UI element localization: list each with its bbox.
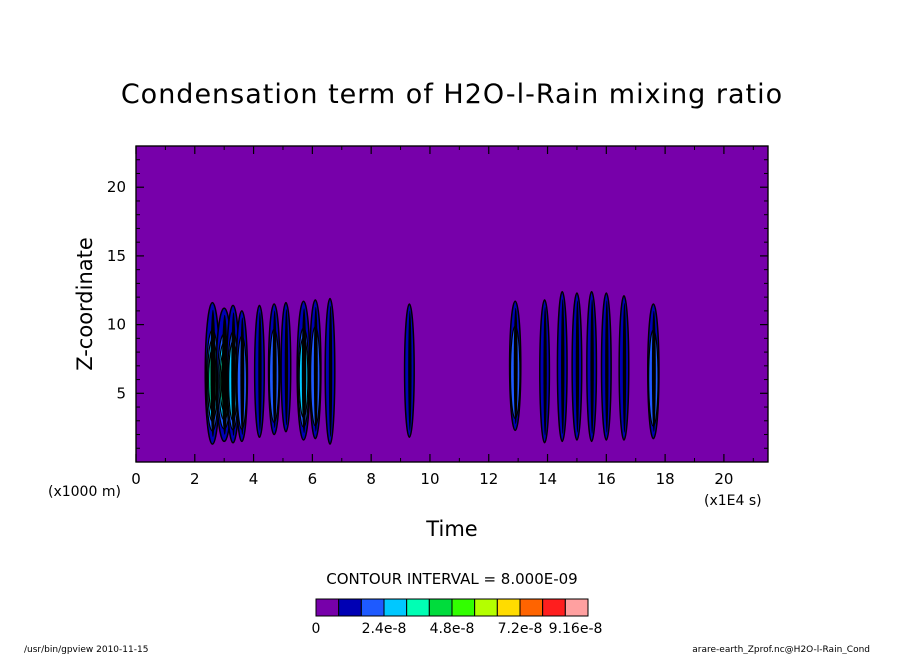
cell-core — [313, 306, 318, 432]
colorbar-label: 4.8e-8 — [430, 621, 475, 637]
colorbar-swatch — [338, 598, 362, 617]
colorbar-swatch — [564, 598, 589, 617]
cell-core — [272, 310, 277, 428]
colorbar-swatch — [383, 598, 408, 617]
cell-core — [231, 312, 236, 436]
chart-title: Condensation term of H2O-l-Rain mixing r… — [121, 79, 783, 110]
contour-cell — [324, 297, 336, 445]
contour-cell — [571, 292, 583, 441]
colorbar-swatch — [496, 598, 521, 617]
contour-cell — [618, 295, 630, 441]
x-tick-label: 0 — [131, 470, 141, 488]
cell-core — [590, 299, 594, 434]
y-axis: 5 10 15 20 — [107, 145, 768, 449]
colorbar-swatch — [315, 598, 340, 617]
contour-cells — [204, 290, 660, 445]
contour-cell — [253, 304, 266, 439]
x-tick-label: 18 — [656, 470, 675, 488]
y-tick-label: 20 — [107, 178, 126, 196]
y-tick-label: 5 — [116, 384, 126, 402]
cell-core — [221, 314, 228, 435]
cell-core — [605, 300, 609, 433]
colorbar-label: 2.4e-8 — [362, 621, 407, 637]
cell-core — [210, 309, 216, 438]
contour-cell — [539, 299, 551, 444]
contour-interval-label: CONTOUR INTERVAL = 8.000E-09 — [326, 570, 577, 588]
x-tick-label: 2 — [190, 470, 200, 488]
colorbar-swatch — [428, 598, 453, 617]
contour-cell — [403, 303, 415, 439]
colorbar-label: 9.16e-8 — [549, 621, 603, 637]
contour-cell — [586, 290, 598, 443]
contour-cell — [296, 300, 311, 441]
cell-core — [513, 307, 518, 424]
cell-core — [240, 317, 245, 435]
colorbar — [315, 598, 589, 617]
contour-cell — [225, 304, 241, 444]
colorbar-swatch — [542, 598, 566, 617]
x-tick-label: 20 — [714, 470, 733, 488]
footer-right: arare-earth_Zprof.nc@H2O-l-Rain_Cond — [692, 645, 870, 654]
contour-cell — [647, 303, 660, 440]
colorbar-swatch — [406, 598, 430, 617]
cell-core — [284, 309, 289, 426]
x-tick-label: 16 — [597, 470, 616, 488]
contour-cell — [600, 292, 612, 441]
colorbar-labels: 0 2.4e-8 4.8e-8 7.2e-8 9.16e-8 — [312, 621, 603, 637]
contour-cell — [308, 299, 322, 440]
colorbar-label: 0 — [312, 621, 321, 637]
x-tick-label: 12 — [479, 470, 498, 488]
cell-core — [622, 302, 627, 433]
contour-cell — [235, 310, 249, 443]
contour-cell — [280, 301, 292, 433]
cell-core — [575, 300, 580, 433]
cell-core — [651, 310, 656, 432]
x-tick-label: 14 — [538, 470, 557, 488]
y-tick-label: 15 — [107, 247, 126, 265]
y-tick-label: 10 — [107, 316, 126, 334]
cell-core — [543, 307, 547, 436]
colorbar-swatch — [360, 598, 385, 617]
x-tick-label: 4 — [249, 470, 259, 488]
cell-core — [301, 308, 307, 434]
cell-core — [561, 299, 565, 434]
footer-left: /usr/bin/gpview 2010-11-15 — [24, 645, 148, 654]
x-unit-label: (x1E4 s) — [704, 493, 762, 509]
plot-frame — [135, 145, 769, 463]
colorbar-label: 7.2e-8 — [498, 621, 543, 637]
x-tick-label: 8 — [366, 470, 376, 488]
colorbar-swatch — [474, 598, 498, 617]
x-tick-label: 6 — [308, 470, 318, 488]
x-axis: 0 2 4 6 8 10 12 14 16 18 20 — [131, 146, 754, 488]
x-axis-label: Time — [425, 517, 477, 541]
contour-cell — [508, 300, 522, 432]
y-axis-label: Z-coordinate — [73, 237, 97, 371]
y-unit-label: (x1000 m) — [48, 484, 121, 500]
contour-cell — [556, 290, 568, 443]
cell-core — [258, 311, 262, 431]
x-tick-label: 10 — [420, 470, 439, 488]
colorbar-swatch — [519, 598, 544, 617]
colorbar-swatch — [451, 598, 476, 617]
cell-core — [408, 310, 412, 431]
contour-cell — [267, 303, 281, 436]
cell-core — [328, 305, 333, 437]
